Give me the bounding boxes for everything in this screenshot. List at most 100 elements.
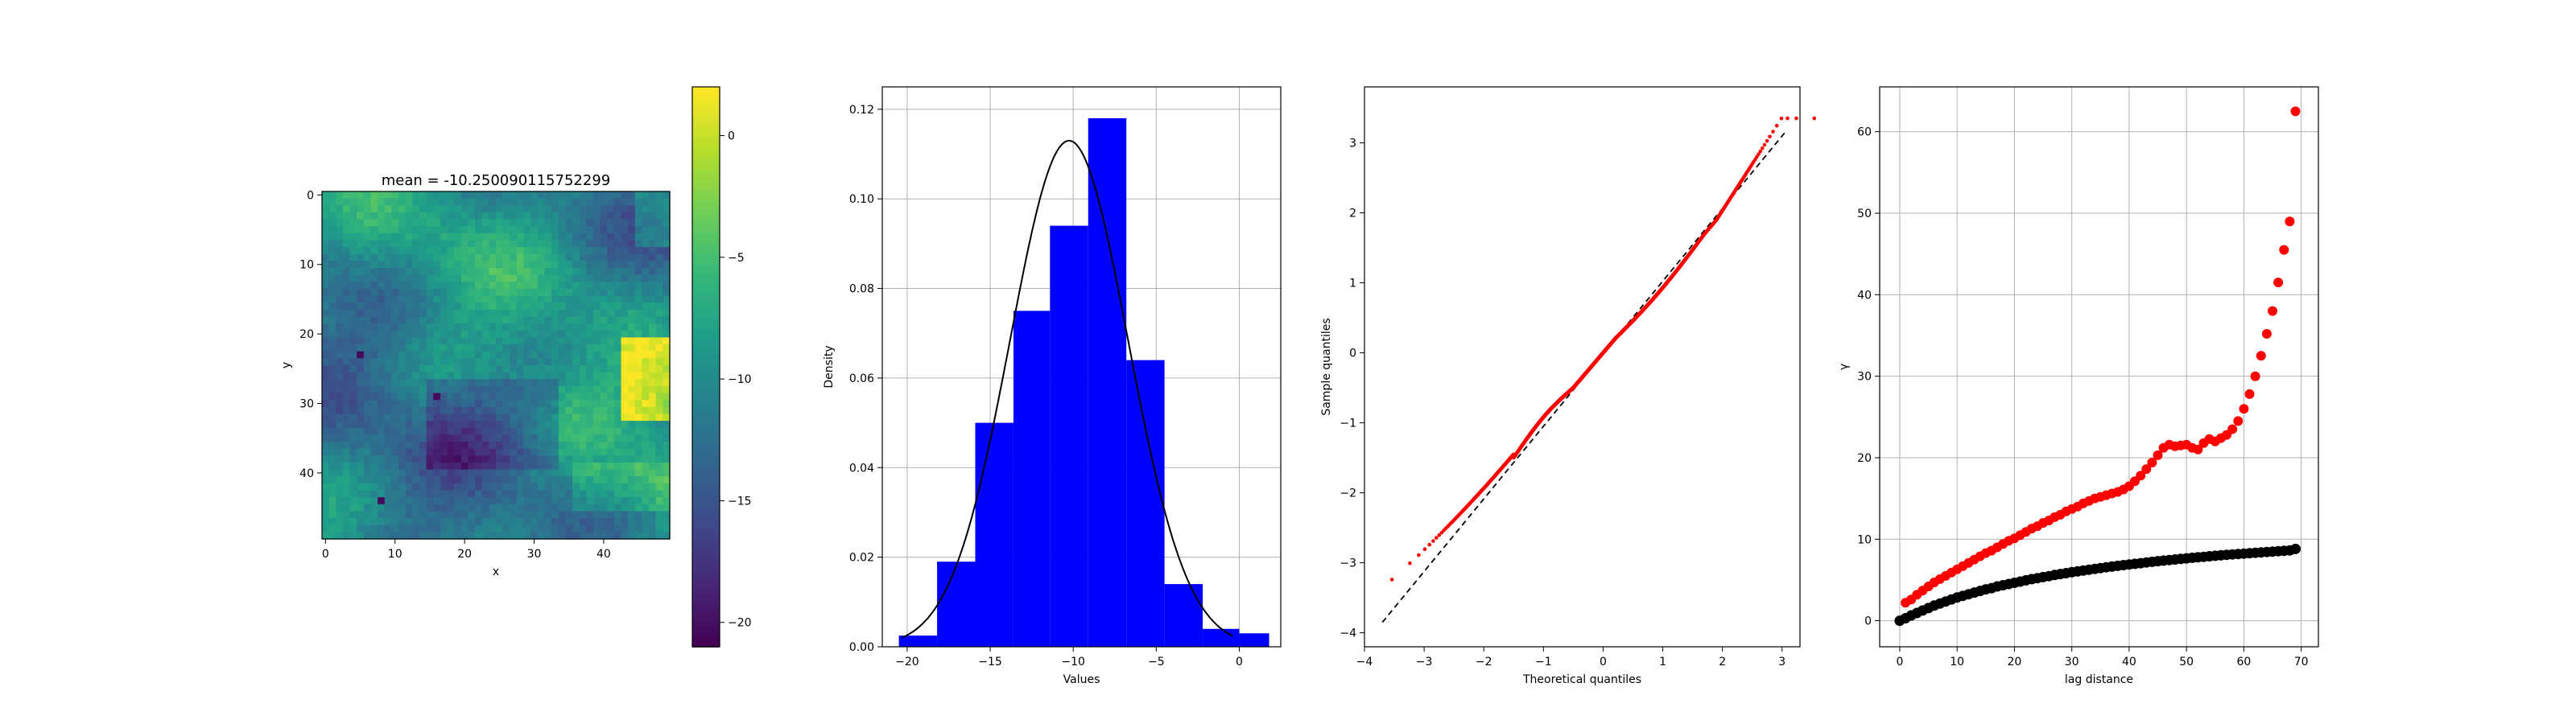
heatmap-cell: [537, 316, 546, 324]
heatmap-cell: [663, 274, 671, 282]
heatmap-cell: [565, 421, 573, 429]
heatmap-cell: [433, 365, 441, 373]
heatmap-cell: [342, 198, 351, 206]
heatmap-cell: [516, 427, 525, 435]
colorbar-band: [692, 207, 720, 212]
heatmap-cell: [551, 302, 559, 311]
heatmap-cell: [328, 532, 336, 540]
heatmap-cell: [336, 393, 344, 401]
heatmap-cell: [544, 511, 552, 519]
heatmap-cell: [384, 288, 392, 297]
heatmap-cell: [426, 532, 434, 540]
heatmap-cell: [342, 232, 351, 241]
heatmap-cell: [663, 323, 671, 331]
heatmap-cell: [370, 268, 378, 276]
heatmap-cell: [572, 393, 580, 401]
heatmap-cell: [579, 497, 587, 505]
heatmap-cell: [454, 385, 462, 394]
heatmap-cell: [558, 427, 566, 435]
heatmap-cell: [342, 442, 351, 450]
heatmap-cell: [544, 261, 552, 269]
heatmap-cell: [412, 240, 420, 248]
heatmap-cell: [502, 365, 510, 373]
heatmap-cell: [565, 476, 573, 484]
heatmap-cell: [460, 469, 469, 477]
heatmap-cell: [489, 282, 497, 290]
heatmap-cell: [440, 274, 448, 282]
heatmap-cell: [663, 268, 671, 276]
heatmap-cell: [642, 400, 650, 408]
heatmap-cell: [363, 497, 372, 505]
heatmap-cell: [649, 385, 657, 394]
x-axis-label: x: [493, 566, 499, 578]
heatmap-cell: [565, 316, 573, 324]
heatmap-cell: [460, 282, 469, 290]
heatmap-cell: [475, 288, 483, 297]
heatmap-cell: [663, 365, 671, 373]
heatmap-cell: [544, 288, 552, 297]
heatmap-cell: [398, 323, 407, 331]
heatmap-cell: [426, 442, 434, 450]
heatmap-cell: [357, 226, 365, 234]
heatmap-cell: [454, 337, 462, 345]
heatmap-cell: [530, 518, 539, 526]
heatmap-cell: [613, 462, 622, 471]
heatmap-cell: [391, 253, 399, 261]
heatmap-cell: [634, 497, 643, 505]
heatmap-cell: [336, 212, 344, 220]
heatmap-cell: [510, 253, 518, 261]
heatmap-cell: [357, 253, 365, 261]
heatmap-cell: [481, 372, 489, 380]
heatmap-cell: [496, 323, 504, 331]
heatmap-cell: [607, 365, 615, 373]
heatmap-cell: [523, 511, 531, 519]
heatmap-cell: [649, 191, 657, 200]
heatmap-cell: [412, 282, 420, 290]
heatmap-cell: [496, 344, 504, 352]
heatmap-cell: [537, 524, 546, 533]
heatmap-cell: [419, 462, 427, 471]
heatmap-cell: [530, 455, 539, 463]
heatmap-cell: [384, 365, 392, 373]
heatmap-cell: [655, 518, 663, 526]
heatmap-cell: [468, 400, 476, 408]
heatmap-cell: [426, 434, 434, 442]
heatmap-cell: [586, 427, 594, 435]
heatmap-cell: [447, 330, 455, 339]
heatmap-cell: [363, 469, 372, 477]
heatmap-cell: [454, 219, 462, 227]
heatmap-cell: [405, 358, 413, 366]
heatmap-cell: [649, 365, 657, 373]
heatmap-cell: [496, 232, 504, 241]
heatmap-cell: [510, 511, 518, 519]
heatmap-cell: [516, 511, 525, 519]
heatmap-cell: [433, 212, 441, 220]
heatmap-cell: [328, 372, 336, 380]
heatmap-cell: [433, 406, 441, 415]
heatmap-cell: [468, 497, 476, 505]
heatmap-cell: [642, 511, 650, 519]
heatmap-cell: [454, 205, 462, 213]
heatmap-cell: [384, 191, 392, 200]
heatmap-cell: [607, 191, 615, 200]
heatmap-cell: [384, 511, 392, 519]
heatmap-cell: [460, 462, 469, 471]
heatmap-cell: [412, 455, 420, 463]
heatmap-cell: [551, 379, 559, 387]
heatmap-cell: [516, 316, 525, 324]
heatmap-cell: [607, 268, 615, 276]
heatmap-cell: [537, 442, 546, 450]
heatmap-cell: [586, 497, 594, 505]
y-tick-label: 10: [299, 259, 314, 272]
heatmap-cell: [510, 337, 518, 345]
heatmap-cell: [454, 504, 462, 512]
heatmap-cell: [336, 421, 344, 429]
heatmap-cell: [447, 198, 455, 206]
heatmap-cell: [426, 274, 434, 282]
heatmap-cell: [405, 219, 413, 227]
heatmap-cell: [426, 191, 434, 200]
heatmap-cell: [544, 198, 552, 206]
heatmap-cell: [496, 282, 504, 290]
heatmap-cell: [600, 421, 608, 429]
heatmap-cell: [357, 247, 365, 255]
